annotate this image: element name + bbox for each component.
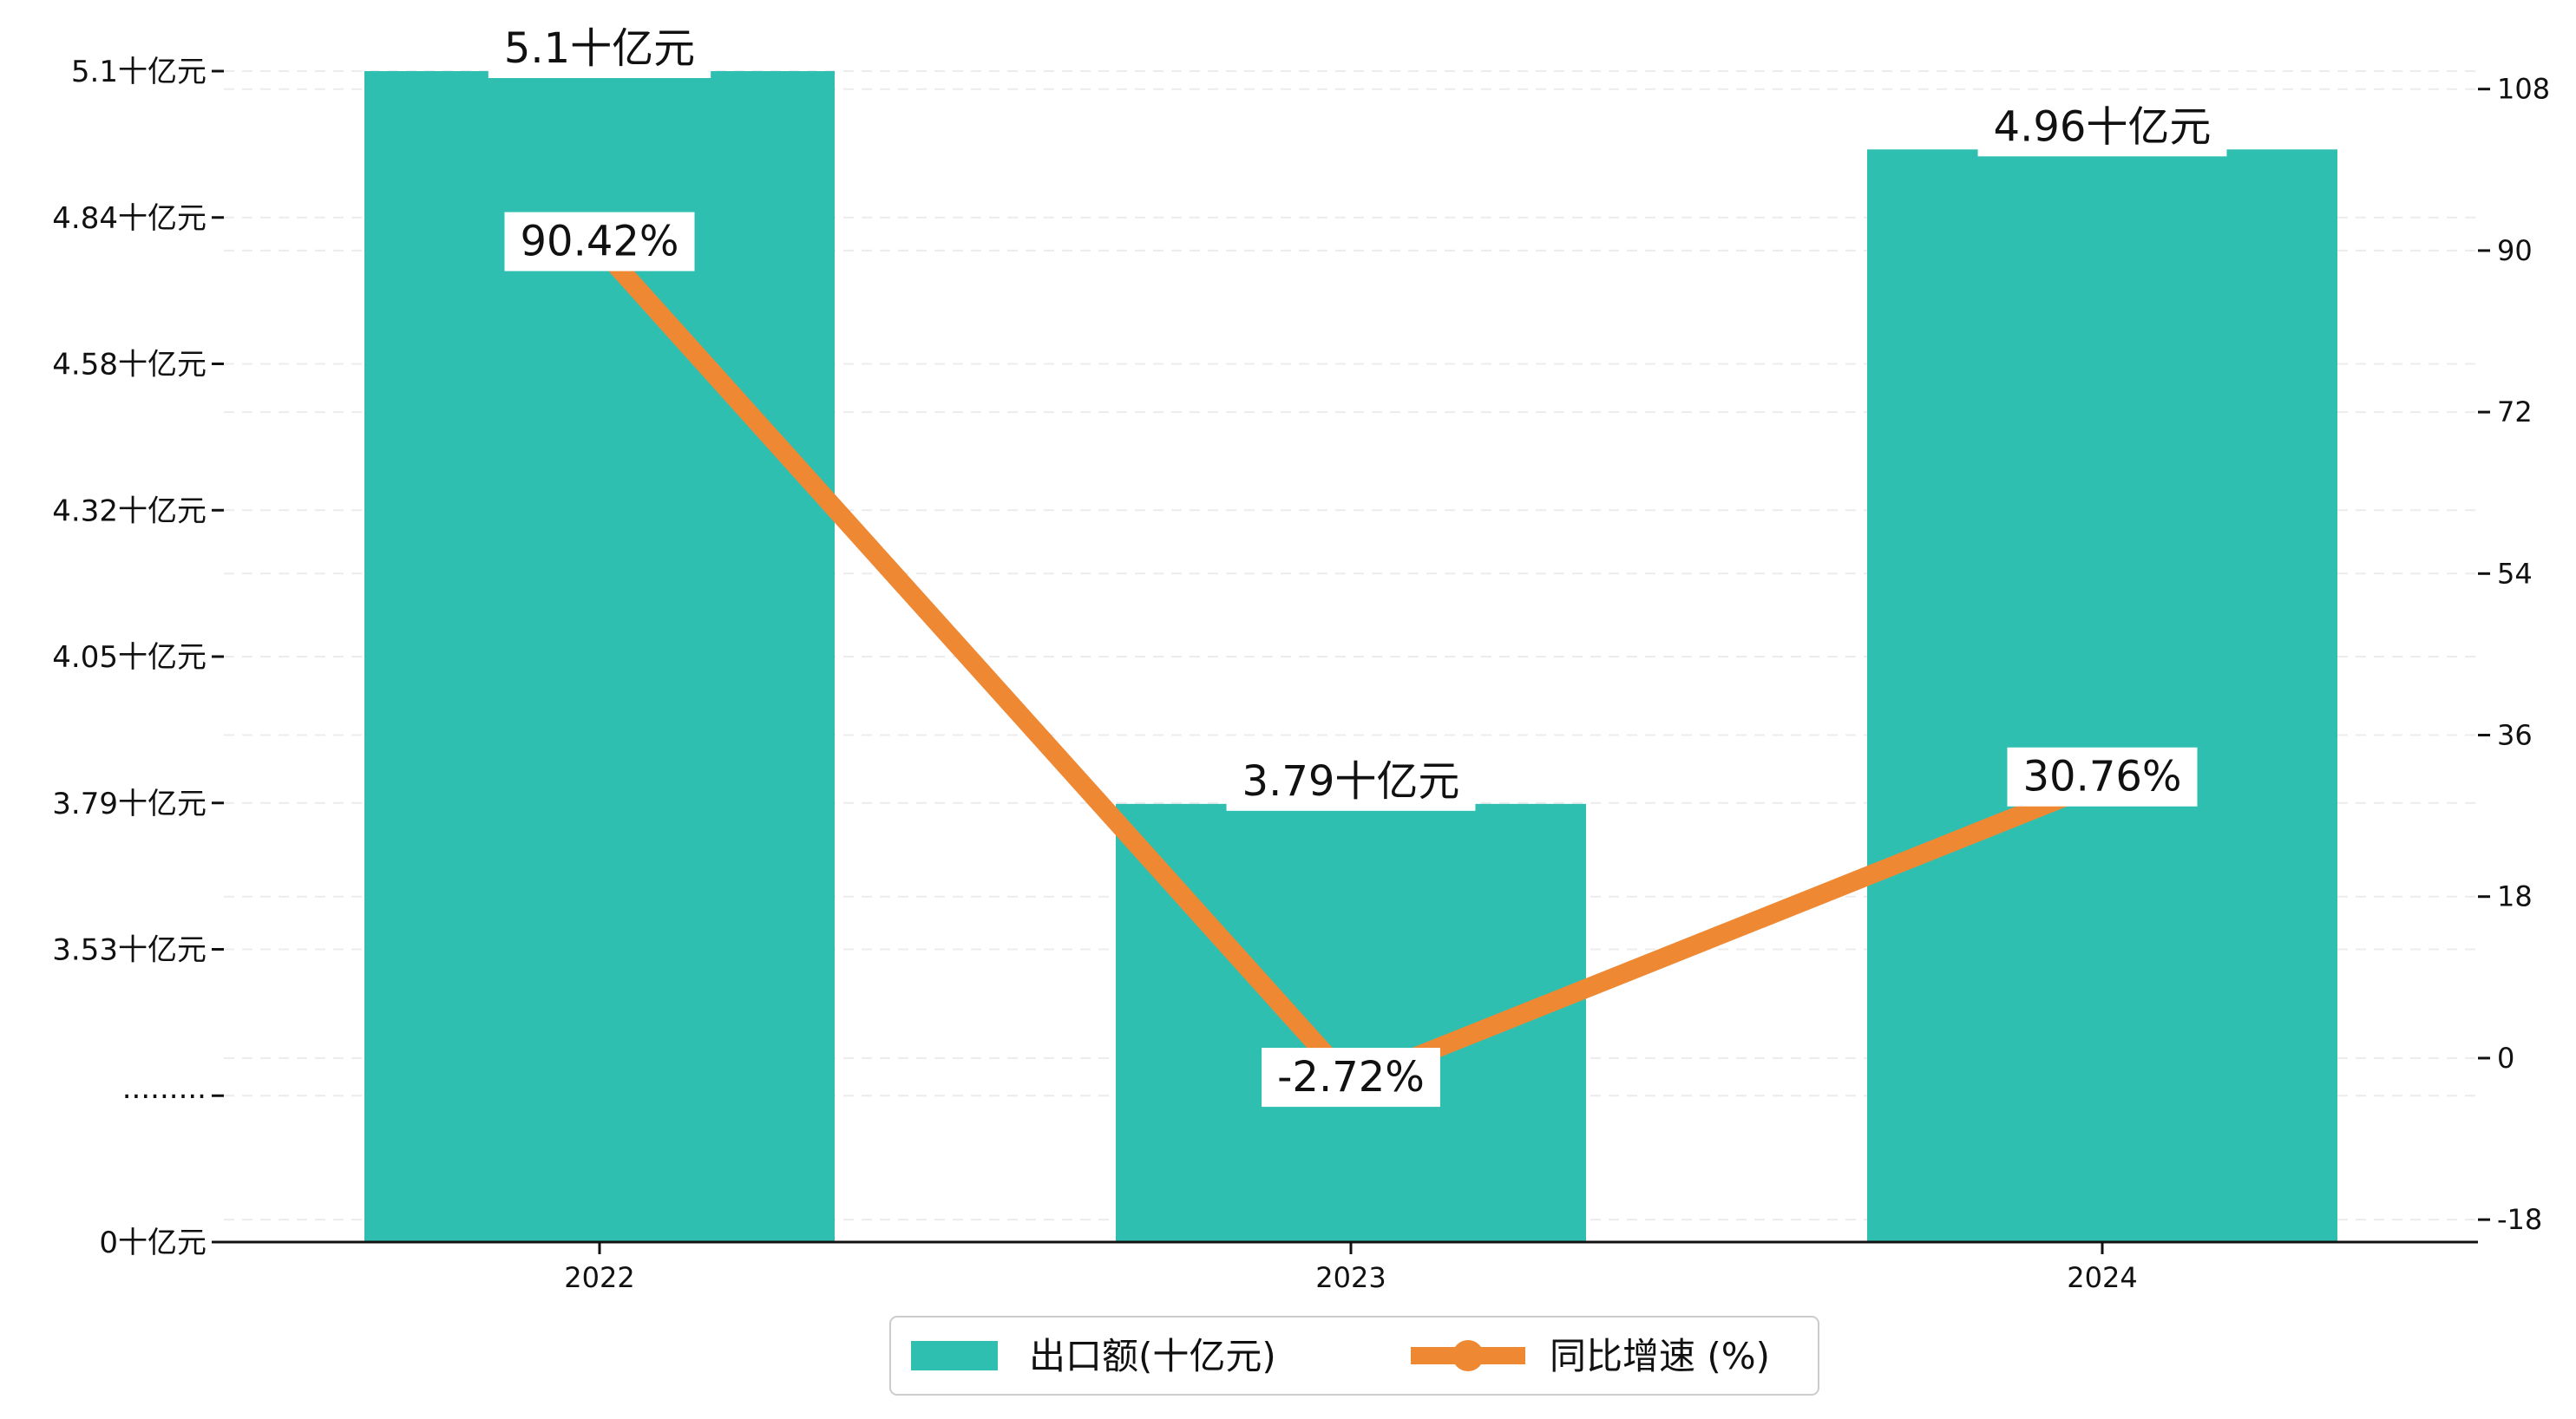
right-tick-label: 0 <box>2497 1042 2514 1075</box>
left-tick-label: 4.58十亿元 <box>52 348 206 383</box>
line-value-label: 30.76% <box>2007 747 2198 807</box>
left-tick-label: 4.05十亿元 <box>52 640 206 675</box>
bar-value-label-box <box>488 19 711 78</box>
bar-value-label-box <box>1226 751 1476 811</box>
line-value-label-box <box>2007 747 2198 807</box>
data-labels: 5.1十亿元 3.79十亿元 4.96十亿元 90.42% -2.72% 30.76% <box>488 19 2227 1108</box>
x-tick-label: 2022 <box>564 1261 634 1294</box>
left-tick-label: 3.53十亿元 <box>52 933 206 968</box>
right-tick-label: -18 <box>2497 1203 2542 1236</box>
left-tick-label: 4.84十亿元 <box>52 201 206 236</box>
right-tick-label: 90 <box>2497 234 2533 267</box>
legend-box <box>889 1316 1819 1396</box>
bar-value-label: 5.1十亿元 <box>488 19 711 78</box>
bar-value-label-text: 4.96十亿元 <box>1994 102 2212 151</box>
bar-value-label-text: 3.79十亿元 <box>1242 757 1460 806</box>
bar-value-label: 3.79十亿元 <box>1226 751 1476 811</box>
line-value-label: 90.42% <box>504 212 695 271</box>
bar-value-label-box <box>1977 97 2227 157</box>
right-tick-label: 54 <box>2497 557 2533 590</box>
legend: 出口额(十亿元) 同比增速 (%) <box>889 1316 1819 1396</box>
legend-label-line: 同比增速 (%) <box>1550 1335 1770 1377</box>
left-tick-label: 4.32十亿元 <box>52 494 206 528</box>
left-tick-label: 0十亿元 <box>99 1226 206 1260</box>
right-tick-label: 72 <box>2497 396 2533 428</box>
line-value-label-text: -2.72% <box>1277 1053 1425 1102</box>
right-tick-label: 36 <box>2497 719 2533 752</box>
bar-value-label: 4.96十亿元 <box>1977 97 2227 157</box>
legend-swatch-bar <box>911 1341 998 1370</box>
left-tick-label: 5.1十亿元 <box>71 55 206 89</box>
axes: 0十亿元 ········· 3.53十亿元 3.79十亿元 4.05十亿元 4.32十亿… <box>52 55 2550 1294</box>
right-tick-label: 18 <box>2497 880 2533 913</box>
bar-value-label-text: 5.1十亿元 <box>504 24 695 73</box>
left-tick-label: ········· <box>122 1079 206 1114</box>
legend-label-bar: 出口额(十亿元) <box>1029 1335 1276 1377</box>
right-tick-label: 108 <box>2497 73 2550 106</box>
bar-series <box>364 71 2337 1242</box>
left-tick-label: 3.79十亿元 <box>52 787 206 821</box>
line-value-label-box <box>504 212 695 271</box>
line-value-label: -2.72% <box>1262 1048 1440 1108</box>
line-value-label-box <box>1262 1048 1440 1108</box>
bar <box>1867 149 2337 1242</box>
legend-marker-line <box>1452 1340 1484 1371</box>
line-value-label-text: 90.42% <box>520 218 678 266</box>
line-value-label-text: 30.76% <box>2022 753 2181 801</box>
x-tick-label: 2023 <box>1315 1261 1386 1294</box>
x-tick-label: 2024 <box>2067 1261 2137 1294</box>
